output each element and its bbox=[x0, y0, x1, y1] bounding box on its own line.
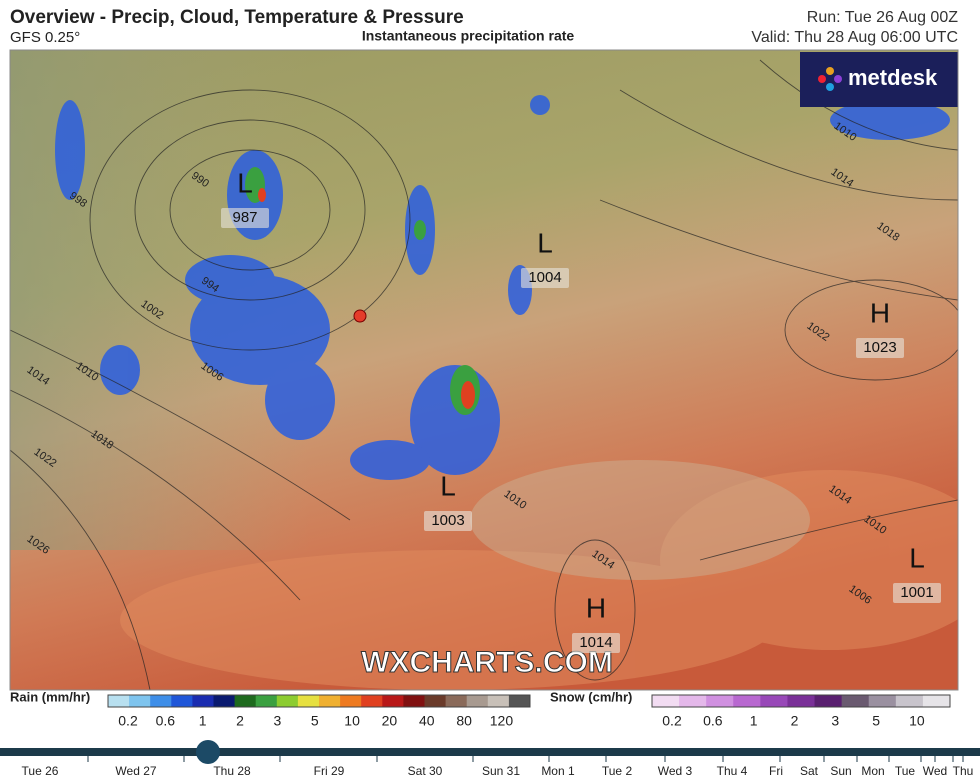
snow-legend-tick: 5 bbox=[872, 713, 880, 729]
pressure-label-bg bbox=[572, 633, 620, 653]
rain-legend-swatch bbox=[192, 695, 214, 707]
timeline-label[interactable]: Sat bbox=[800, 764, 819, 778]
rain-legend-swatch bbox=[403, 695, 425, 707]
rain-legend-swatch bbox=[297, 695, 320, 707]
pressure-center-type: H bbox=[870, 297, 890, 328]
rain-legend-swatch bbox=[487, 695, 510, 707]
model: GFS 0.25° bbox=[10, 29, 80, 46]
snow-legend-tick: 10 bbox=[909, 713, 925, 729]
snow-legend-tick: 3 bbox=[831, 713, 839, 729]
pressure-center-value: 987 bbox=[232, 209, 257, 226]
rain-legend-swatch bbox=[424, 695, 447, 707]
pressure-center-type: L bbox=[440, 470, 456, 501]
timeline-label[interactable]: Thu bbox=[953, 764, 974, 778]
snow-legend-swatch bbox=[787, 695, 816, 707]
pressure-label-bg bbox=[521, 268, 569, 288]
rain-legend-swatch bbox=[466, 695, 489, 707]
snow-legend-swatch bbox=[652, 695, 680, 707]
snow-legend-swatch bbox=[841, 695, 870, 707]
timeline-label[interactable]: Thu 4 bbox=[717, 764, 748, 778]
map: metdesk WXCHARTS.COM L 987 L 1004 H 1023 L 1003… bbox=[10, 50, 958, 690]
timeline-label[interactable]: Sun bbox=[830, 764, 851, 778]
snow-legend-tick: 2 bbox=[791, 713, 799, 729]
snow-legend-swatch bbox=[760, 695, 788, 707]
rain-legend-tick: 20 bbox=[382, 713, 398, 729]
rain-legend-swatch bbox=[382, 695, 404, 707]
rain-legend-title: Rain (mm/hr) bbox=[10, 689, 90, 704]
snow-legend-swatch bbox=[814, 695, 843, 707]
rain-legend-swatch bbox=[340, 695, 362, 707]
rain-legend-swatch bbox=[361, 695, 383, 707]
snow-legend-swatch bbox=[922, 695, 951, 707]
pressure-label-bg bbox=[856, 338, 904, 358]
snow-legend-swatch bbox=[868, 695, 897, 707]
pressure-center-value: 1001 bbox=[900, 584, 933, 601]
logo: metdesk bbox=[848, 65, 938, 90]
rain-legend-swatch bbox=[319, 695, 341, 707]
rain-legend-swatch bbox=[108, 695, 130, 707]
rain-legend-swatch bbox=[129, 695, 151, 707]
rain-legend-tick: 80 bbox=[456, 713, 472, 729]
timeline-label[interactable]: Thu 28 bbox=[213, 764, 251, 778]
snow-legend-swatch bbox=[733, 695, 761, 707]
subtitle: Instantaneous precipitation rate bbox=[362, 28, 575, 44]
snow-legend-swatch bbox=[895, 695, 924, 707]
snow-legend-tick: 0.2 bbox=[662, 713, 682, 729]
timeline-label[interactable]: Fri 29 bbox=[314, 764, 345, 778]
snow-legend-swatch bbox=[706, 695, 734, 707]
rain-legend-tick: 10 bbox=[344, 713, 360, 729]
valid-time: Valid: Thu 28 Aug 06:00 UTC bbox=[751, 29, 958, 46]
snow-legend-swatch bbox=[679, 695, 707, 707]
title: Overview - Precip, Cloud, Temperature & … bbox=[10, 7, 464, 28]
timeline-handle[interactable] bbox=[196, 740, 220, 764]
rain-legend-swatch bbox=[255, 695, 278, 707]
rain-legend-tick: 2 bbox=[236, 713, 244, 729]
pressure-center-type: L bbox=[237, 167, 253, 198]
snow-legend-tick: 0.6 bbox=[703, 713, 723, 729]
rain-legend-tick: 0.6 bbox=[156, 713, 176, 729]
timeline-label[interactable]: Wed bbox=[923, 764, 947, 778]
pressure-center-type: H bbox=[586, 592, 606, 623]
snow-legend-tick: 1 bbox=[750, 713, 758, 729]
timeline-label[interactable]: Tue bbox=[895, 764, 916, 778]
timeline-label[interactable]: Sat 30 bbox=[408, 764, 443, 778]
rain-legend-tick: 5 bbox=[311, 713, 319, 729]
rain-legend-swatch bbox=[445, 695, 468, 707]
pressure-center-value: 1004 bbox=[528, 269, 561, 286]
timeline-label[interactable]: Mon 1 bbox=[541, 764, 575, 778]
pressure-label-bg bbox=[893, 583, 941, 603]
rain-legend-swatch bbox=[508, 695, 531, 707]
rain-legend-swatch bbox=[276, 695, 299, 707]
pressure-label-bg bbox=[424, 511, 472, 531]
rain-legend-swatch bbox=[234, 695, 257, 707]
timeline-label[interactable]: Tue 2 bbox=[602, 764, 633, 778]
rain-legend-swatch bbox=[171, 695, 193, 707]
rain-legend-tick: 40 bbox=[419, 713, 435, 729]
pressure-center-value: 1014 bbox=[579, 634, 612, 651]
rain-legend-frame bbox=[107, 694, 531, 708]
snow-legend-title: Snow (cm/hr) bbox=[550, 689, 632, 704]
pressure-center-value: 1023 bbox=[863, 339, 896, 356]
pressure-center-value: 1003 bbox=[431, 512, 464, 529]
rain-legend-tick: 3 bbox=[273, 713, 281, 729]
rain-legend-tick: 1 bbox=[199, 713, 207, 729]
timeline-label[interactable]: Wed 27 bbox=[115, 764, 156, 778]
run-time: Run: Tue 26 Aug 00Z bbox=[807, 9, 958, 26]
snow-legend-frame bbox=[651, 694, 951, 708]
rain-legend-tick: 0.2 bbox=[118, 713, 138, 729]
rain-legend-tick: 120 bbox=[490, 713, 514, 729]
pressure-center-type: L bbox=[537, 227, 553, 258]
timeline-label[interactable]: Fri bbox=[769, 764, 783, 778]
timeline-label[interactable]: Tue 26 bbox=[22, 764, 59, 778]
pressure-label-bg bbox=[221, 208, 269, 228]
timeline-label[interactable]: Sun 31 bbox=[482, 764, 520, 778]
timeline-label[interactable]: Mon bbox=[861, 764, 884, 778]
watermark: WXCHARTS.COM bbox=[361, 646, 613, 679]
pressure-center-type: L bbox=[909, 542, 925, 573]
timeline-label[interactable]: Wed 3 bbox=[658, 764, 693, 778]
rain-legend-swatch bbox=[213, 695, 236, 707]
rain-legend-swatch bbox=[150, 695, 172, 707]
